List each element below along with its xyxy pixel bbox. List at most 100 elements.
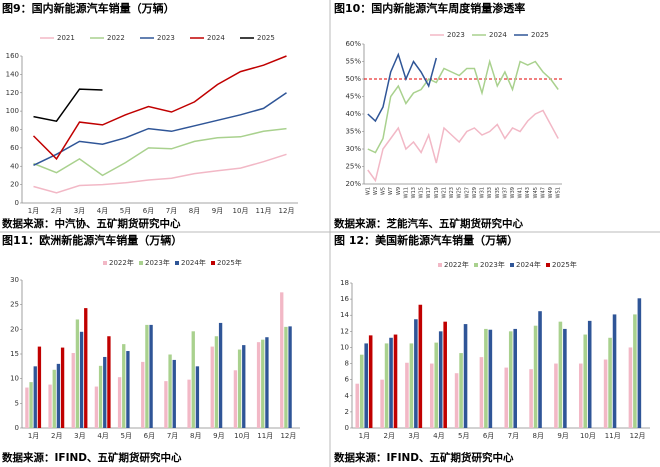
y-tick-label: 45%: [345, 93, 361, 101]
legend-label: 2022: [107, 34, 125, 42]
x-tick-label: 10月: [234, 432, 250, 440]
x-tick-label: W21: [441, 187, 447, 198]
line: [33, 88, 103, 123]
bar: [261, 339, 265, 428]
bar: [479, 357, 484, 428]
bar: [164, 381, 168, 428]
bar: [25, 387, 29, 428]
y-tick-label: 80: [10, 126, 19, 134]
x-tick-label: W19: [434, 187, 440, 198]
bar: [603, 359, 608, 428]
chart-title: 图9：国内新能源汽车销量（万辆）: [2, 1, 175, 15]
legend-label: 2025: [531, 31, 549, 39]
line: [367, 52, 438, 123]
bar: [280, 292, 284, 428]
legend-label: 2023年: [145, 258, 170, 267]
legend-label: 2024: [489, 31, 507, 39]
chart-title: 图 12：美国新能源汽车销量（万辆）: [334, 233, 518, 247]
x-tick-label: 2月: [384, 432, 395, 440]
y-tick-label: 4: [345, 392, 350, 400]
y-tick-label: 16: [340, 295, 349, 303]
bar: [195, 366, 200, 428]
legend-swatch: [139, 261, 143, 265]
bar: [141, 361, 145, 428]
legend-label: 2023年: [480, 260, 505, 269]
x-tick-label: W45: [533, 187, 539, 198]
bar: [434, 342, 439, 428]
x-tick-label: 8月: [533, 432, 544, 440]
legend-label: 2024年: [516, 260, 541, 269]
bar: [233, 370, 238, 428]
x-tick-label: W23: [449, 187, 455, 198]
x-tick-label: W39: [510, 187, 516, 198]
bar: [364, 343, 368, 428]
source: 数据来源：芝能汽车、五矿期货研究中心: [333, 217, 523, 230]
bar: [443, 321, 447, 428]
bar: [265, 337, 269, 428]
x-tick-label: 11月: [256, 207, 272, 215]
x-tick-label: 4月: [97, 432, 108, 440]
bar: [554, 363, 558, 428]
x-tick-label: 5月: [120, 207, 131, 215]
bar: [583, 334, 588, 428]
x-tick-label: 1月: [28, 207, 39, 215]
bar: [149, 324, 153, 428]
y-tick-label: 2: [345, 408, 349, 416]
y-tick-label: 15: [10, 350, 19, 358]
bar: [488, 329, 493, 428]
x-tick-label: 8月: [189, 207, 200, 215]
bar: [214, 336, 219, 428]
bar: [107, 336, 111, 428]
x-tick-label: W7: [388, 187, 394, 195]
bar: [37, 346, 42, 428]
y-tick-label: 20%: [345, 180, 361, 188]
line: [33, 153, 287, 194]
x-tick-label: 12月: [630, 432, 646, 440]
bar: [393, 334, 398, 428]
y-tick-label: 60: [10, 144, 19, 152]
legend-label: 2021: [57, 34, 75, 42]
y-tick-label: 8: [345, 360, 349, 368]
bar: [29, 382, 33, 428]
bar: [187, 379, 191, 428]
y-tick-label: 0: [345, 424, 349, 432]
bar: [122, 344, 126, 428]
x-tick-label: W29: [472, 187, 478, 198]
x-tick-label: 3月: [408, 432, 419, 440]
bar: [587, 320, 592, 428]
x-tick-label: 3月: [74, 207, 85, 215]
x-tick-label: 7月: [508, 432, 519, 440]
y-tick-label: 40%: [345, 110, 361, 118]
bar: [256, 342, 261, 428]
bar: [75, 319, 80, 428]
x-tick-label: 6月: [483, 432, 494, 440]
x-tick-label: 3月: [74, 432, 85, 440]
y-tick-label: 30%: [345, 145, 361, 153]
bar: [145, 324, 149, 428]
x-tick-label: 1月: [359, 432, 370, 440]
x-tick-label: 11月: [257, 432, 273, 440]
y-tick-label: 5: [15, 399, 19, 407]
bar: [454, 373, 459, 428]
line: [33, 92, 287, 166]
bar: [418, 304, 423, 428]
bar: [126, 351, 130, 428]
bar: [191, 331, 195, 428]
x-tick-label: W31: [480, 187, 486, 198]
y-tick-label: 10: [340, 343, 349, 351]
y-tick-label: 14: [340, 311, 349, 319]
bar: [484, 328, 488, 428]
y-tick-label: 30: [10, 276, 19, 284]
x-tick-label: 9月: [557, 432, 568, 440]
x-tick-label: W15: [419, 187, 425, 198]
x-tick-label: W1: [365, 187, 371, 195]
bar: [79, 331, 84, 428]
y-tick-label: 25%: [345, 163, 361, 171]
x-tick-label: 9月: [213, 432, 224, 440]
legend-swatch: [510, 263, 514, 267]
line: [367, 109, 559, 183]
line: [367, 58, 559, 154]
bar: [563, 328, 567, 428]
bar: [633, 314, 637, 428]
